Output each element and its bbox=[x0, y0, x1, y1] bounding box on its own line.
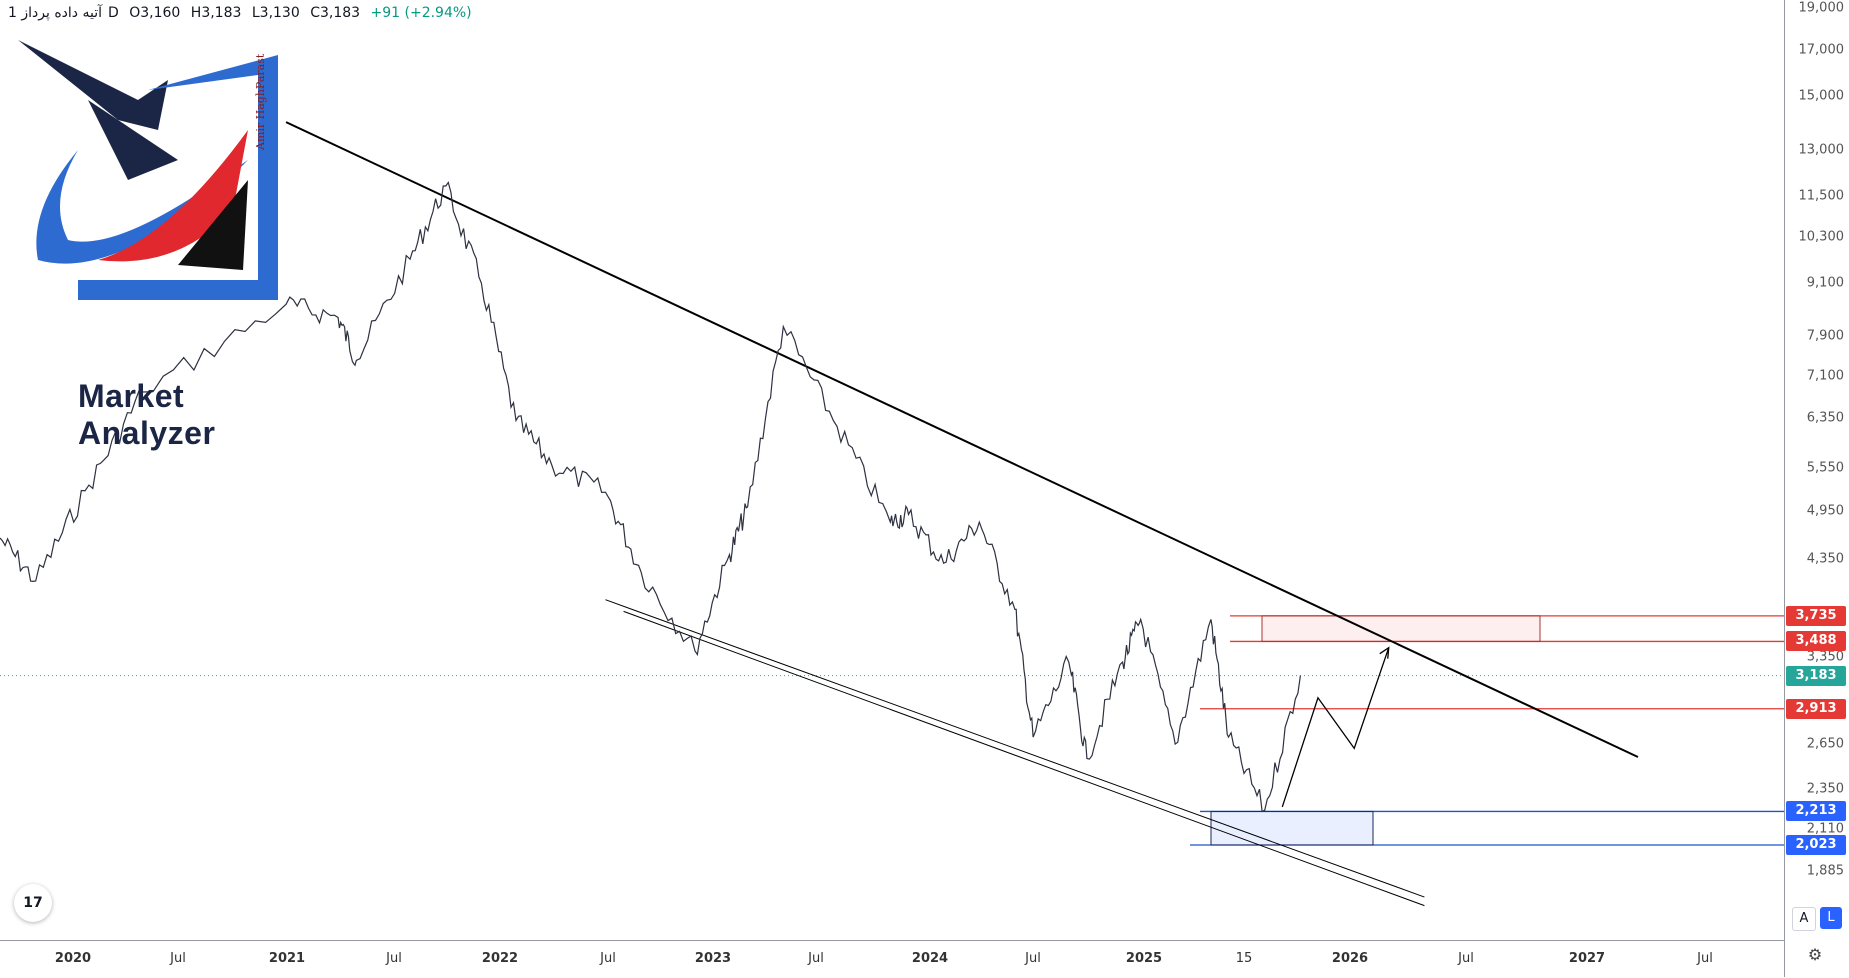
open-value: O3,160 bbox=[129, 5, 181, 21]
price-tick-label: 4,950 bbox=[1806, 503, 1844, 519]
change-value: +91 (+2.94%) bbox=[370, 5, 472, 21]
time-tick-label: Jul bbox=[1458, 951, 1474, 966]
time-tick-label: Jul bbox=[1025, 951, 1041, 966]
price-tag-mid: 2,913 bbox=[1786, 698, 1846, 719]
price-tick-label: 17,000 bbox=[1798, 42, 1845, 58]
time-tick-label: Jul bbox=[1697, 951, 1713, 966]
tradingview-logo-icon[interactable]: 17 bbox=[14, 884, 52, 922]
price-chart[interactable] bbox=[0, 0, 1784, 940]
price-tick-label: 13,000 bbox=[1798, 142, 1845, 158]
time-tick-label: 2021 bbox=[268, 951, 306, 966]
price-tick-label: 19,000 bbox=[1798, 0, 1845, 16]
price-tick-label: 9,100 bbox=[1806, 275, 1844, 291]
price-tag-resist-top: 3,735 bbox=[1786, 605, 1846, 626]
trendline-2 bbox=[623, 610, 1425, 907]
time-tick-label: Jul bbox=[170, 951, 186, 966]
time-tick-label: Jul bbox=[386, 951, 402, 966]
price-tick-label: 7,100 bbox=[1806, 368, 1844, 384]
logo-author-text: Amir HaghParast bbox=[254, 53, 267, 150]
price-tick-label: 2,110 bbox=[1806, 821, 1844, 837]
time-tick-label: 2026 bbox=[1331, 951, 1369, 966]
symbol-header: آتیه داده پرداز 1D O3,160 H3,183 L3,130 … bbox=[8, 5, 478, 21]
price-tick-label: 2,350 bbox=[1806, 781, 1844, 797]
resistance-zone-box bbox=[1261, 615, 1541, 642]
time-axis[interactable]: 2020 Jul 2021 Jul 2022 Jul 2023 Jul 2024 Jul 2025 1… bbox=[0, 940, 1784, 978]
price-tick-label: 11,500 bbox=[1798, 188, 1845, 204]
price-tick-label: 6,350 bbox=[1806, 410, 1844, 426]
logo-brand-text: Market Analyzer bbox=[78, 378, 216, 451]
projection-arrowhead-icon bbox=[1379, 646, 1390, 659]
trendline-0 bbox=[285, 121, 1639, 758]
price-tick-label: 7,900 bbox=[1806, 328, 1844, 344]
price-axis[interactable]: 19,000 17,000 15,000 13,000 11,500 10,300 9,10… bbox=[1784, 0, 1849, 977]
settings-gear-icon[interactable]: ⚙ bbox=[1807, 945, 1823, 964]
time-tick-label: Jul bbox=[600, 951, 616, 966]
chart-area[interactable] bbox=[0, 0, 1784, 940]
low-value: L3,130 bbox=[251, 5, 300, 21]
time-tick-label: 2022 bbox=[481, 951, 519, 966]
price-tag-support-top: 2,213 bbox=[1786, 801, 1846, 822]
trendline-1 bbox=[605, 599, 1425, 898]
price-tag-last: 3,183 bbox=[1786, 665, 1846, 686]
price-series-line bbox=[0, 181, 1301, 813]
price-tag-resist-bottom: 3,488 bbox=[1786, 631, 1846, 652]
price-tick-label: 2,650 bbox=[1806, 736, 1844, 752]
time-tick-label: 2024 bbox=[911, 951, 949, 966]
time-tick-label: Jul bbox=[808, 951, 824, 966]
price-tick-label: 15,000 bbox=[1798, 88, 1845, 104]
price-tick-label: 3,350 bbox=[1806, 649, 1844, 665]
support-zone-box bbox=[1210, 810, 1374, 846]
auto-scale-button[interactable]: A bbox=[1792, 907, 1816, 931]
close-value: C3,183 bbox=[310, 5, 361, 21]
interval-label[interactable]: 1D bbox=[8, 5, 119, 21]
price-tick-label: 5,550 bbox=[1806, 460, 1844, 476]
market-analyzer-logo: Market Analyzer Amir HaghParast bbox=[18, 40, 308, 451]
log-scale-button[interactable]: L bbox=[1820, 907, 1842, 929]
logo-emblem-icon bbox=[18, 40, 278, 300]
time-tick-label: 2020 bbox=[54, 951, 92, 966]
time-tick-label: 2025 bbox=[1125, 951, 1163, 966]
price-tick-label: 4,350 bbox=[1806, 551, 1844, 567]
time-tick-label: 2023 bbox=[694, 951, 732, 966]
time-tick-label: 15 bbox=[1235, 951, 1253, 966]
time-tick-label: 2027 bbox=[1568, 951, 1606, 966]
price-tag-support-bottom: 2,023 bbox=[1786, 834, 1846, 855]
high-value: H3,183 bbox=[190, 5, 242, 21]
symbol-name[interactable]: آتیه داده پرداز bbox=[21, 5, 102, 21]
price-tick-label: 10,300 bbox=[1798, 229, 1845, 245]
price-tick-label: 1,885 bbox=[1806, 863, 1844, 879]
projection-path bbox=[1281, 647, 1390, 808]
